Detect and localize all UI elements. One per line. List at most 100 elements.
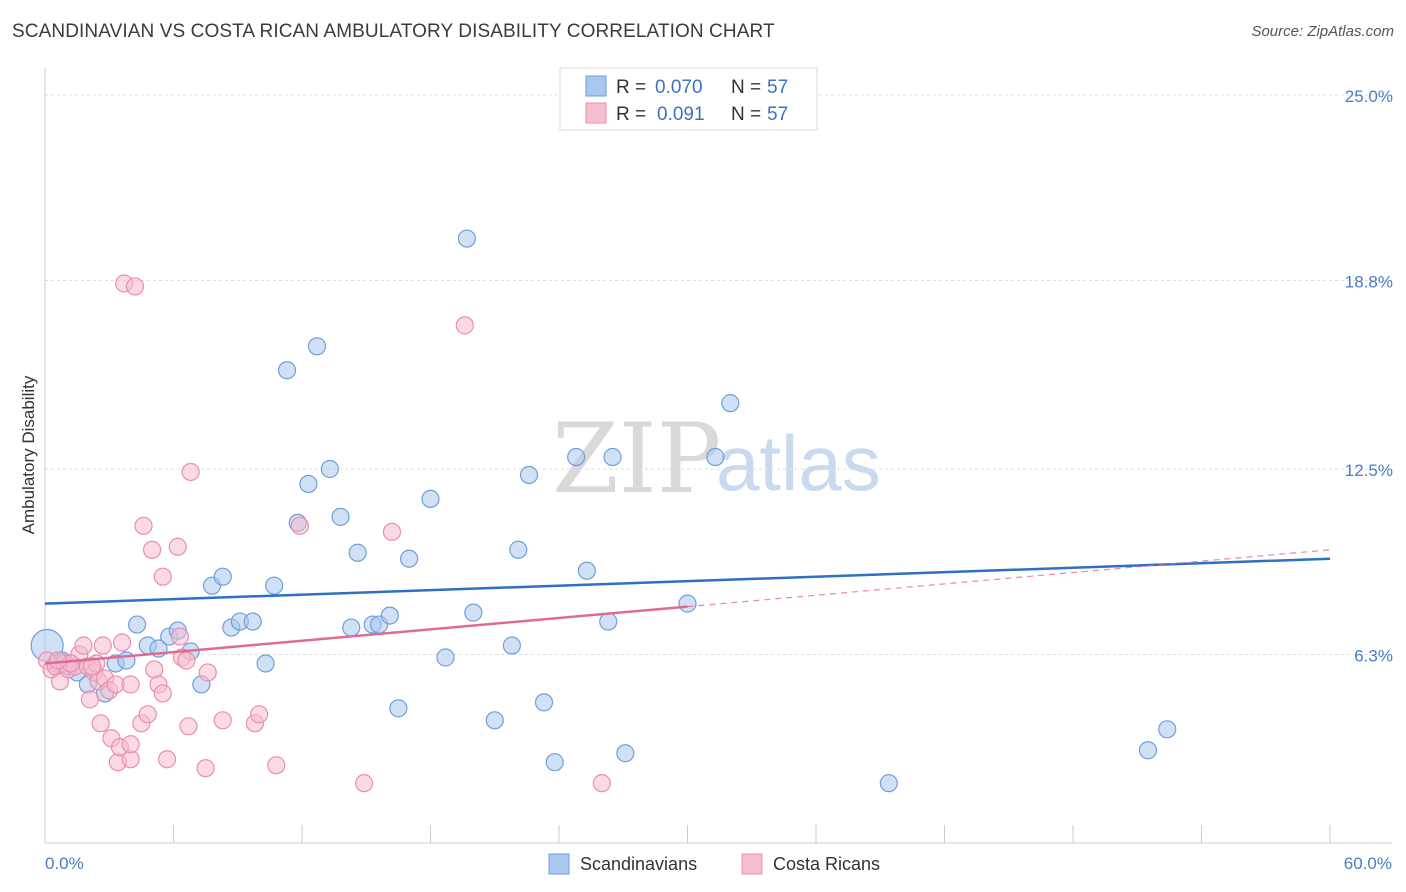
scandinavians-point (706, 447, 725, 467)
scandinavians-point (320, 459, 339, 479)
scandinavians-point (577, 561, 596, 580)
costa-ricans-point (138, 705, 157, 724)
costa-ricans-point (196, 759, 215, 778)
series-legend: Scandinavians Costa Ricans (548, 853, 880, 875)
scandinavians-point (1138, 741, 1158, 760)
scandinavians-point (299, 474, 318, 494)
scandinavians-point (380, 606, 399, 625)
costa-ricans-point (382, 522, 402, 541)
legend-r-label-costa-ricans: R = (616, 104, 646, 125)
bottom-legend-swatch-scandinavians (548, 853, 570, 875)
scandinavians-point (603, 447, 622, 467)
scandinavians-point (545, 753, 564, 772)
scandinavians-point (436, 648, 455, 667)
costa-ricans-point (455, 316, 474, 335)
scandinavians-point (342, 618, 361, 637)
bottom-legend-label-scandinavians: Scandinavians (580, 854, 697, 874)
source-label: Source: ZipAtlas.com (1251, 23, 1394, 40)
costa-ricans-trend-line (44, 605, 688, 665)
legend-n-value-costa-ricans: 57 (767, 104, 788, 125)
costa-ricans-point (112, 633, 132, 652)
costa-ricans-point (74, 636, 93, 655)
trend-lines (44, 549, 1331, 665)
costa-ricans-point (93, 636, 112, 655)
costa-ricans-point (267, 756, 286, 775)
scandinavians-point (519, 465, 539, 485)
scandinavians-point (307, 337, 327, 356)
costa-ricans-point (83, 657, 102, 676)
costa-ricans-point (91, 714, 110, 733)
scandinavians-point (616, 744, 635, 763)
legend-n-label-scandinavians: N = (731, 77, 761, 98)
x-tick-label-max: 60.0% (1344, 854, 1392, 873)
scandinavians-point (127, 615, 147, 634)
y-tick-label: 18.8% (1345, 272, 1393, 291)
costa-ricans-point (157, 750, 177, 769)
costa-ricans-point (145, 660, 164, 679)
scandinavians-point (389, 699, 408, 718)
costa-ricans-point (48, 651, 67, 670)
scandinavians-point (399, 549, 419, 568)
scandinavians-point (502, 636, 521, 655)
costa-ricans-point (121, 735, 140, 754)
costa-ricans-point (177, 651, 196, 670)
y-axis-label: Ambulatory Disability (19, 375, 38, 534)
costa-ricans-point (153, 684, 172, 703)
costa-ricans-point (250, 705, 269, 724)
costa-ricans-point (153, 567, 172, 586)
costa-ricans-point (213, 711, 232, 730)
scandinavians-point (421, 489, 440, 509)
costa-ricans-point (355, 774, 374, 793)
correlation-legend: R = 0.070 N = 57 R = 0.091 N = 57 (559, 67, 818, 131)
x-tick-label-min: 0.0% (45, 854, 84, 873)
bottom-legend-label-costa-ricans: Costa Ricans (773, 854, 880, 874)
scandinavians-point (464, 603, 483, 622)
scandinavians-point (348, 543, 367, 562)
legend-swatch-costa-ricans (585, 102, 607, 124)
scandinavians-point (256, 654, 275, 673)
y-tick-label: 12.5% (1345, 461, 1393, 480)
costa-ricans-point (179, 717, 198, 736)
x-axis-ticks (44, 825, 1331, 843)
costa-ricans-point (181, 462, 200, 482)
scandinavians-point (1158, 720, 1177, 739)
costa-ricans-trend-extension (687, 549, 1331, 608)
legend-r-value-scandinavians: 0.070 (655, 77, 703, 98)
costa-ricans-point (198, 663, 217, 682)
costa-ricans-point (170, 627, 190, 646)
costa-ricans-point (80, 690, 100, 709)
costa-ricans-point (142, 540, 162, 559)
costa-ricans-point (168, 537, 187, 556)
scandinavians-point (331, 507, 350, 526)
legend-r-label-scandinavians: R = (616, 77, 646, 98)
scandinavians-point (599, 612, 618, 631)
scandinavians-point (678, 594, 697, 613)
scandinavians-point (265, 576, 284, 595)
legend-swatch-scandinavians (585, 75, 607, 97)
costa-ricans-point (125, 277, 145, 296)
scandinavians-point (879, 774, 898, 793)
legend-n-value-scandinavians: 57 (767, 77, 788, 98)
gridlines (45, 94, 1392, 655)
scandinavians-trend-line (44, 557, 1331, 605)
costa-ricans-point (592, 774, 611, 793)
bottom-legend-swatch-costa-ricans (741, 853, 763, 875)
chart-title: SCANDINAVIAN VS COSTA RICAN AMBULATORY D… (12, 21, 775, 42)
scandinavians-point (534, 693, 554, 712)
scandinavians-point (721, 394, 740, 413)
watermark-atlas: atlas (716, 419, 881, 507)
scandinavians-point (567, 447, 586, 467)
scandinavians-point (243, 612, 262, 631)
costa-ricans-points (38, 274, 611, 793)
scandinavians-point (277, 361, 297, 380)
y-axis-tick-labels: 6.3% 12.5% 18.8% 25.0% (1345, 87, 1393, 666)
scandinavians-point (509, 540, 528, 559)
costa-ricans-point (290, 516, 309, 535)
y-tick-label: 6.3% (1354, 646, 1393, 665)
y-tick-label: 25.0% (1345, 87, 1393, 106)
costa-ricans-point (134, 516, 153, 535)
scandinavians-point (485, 711, 504, 730)
legend-r-value-costa-ricans: 0.091 (657, 104, 705, 125)
scandinavians-point (213, 567, 232, 586)
